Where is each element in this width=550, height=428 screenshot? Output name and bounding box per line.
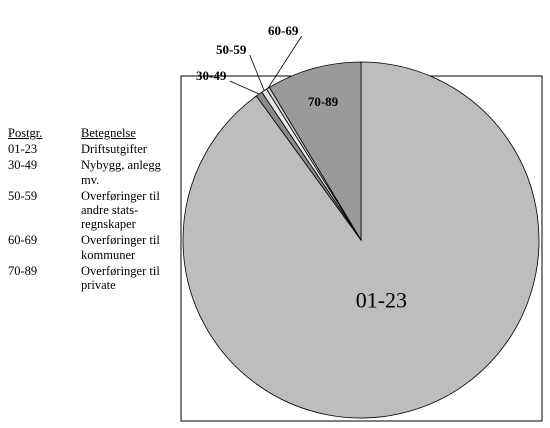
legend-code: 01-23	[8, 142, 38, 157]
slice-label-50-59: 50-59	[216, 42, 247, 57]
legend-desc: Overføringer til kommuner	[81, 233, 160, 262]
pie-slice-70-89	[268, 61, 362, 242]
legend-row: 50-59 Overføringer til andre stats-regns…	[8, 189, 178, 232]
legend-code: 60-69	[8, 233, 38, 248]
legend-desc: Driftsutgifter	[81, 142, 147, 157]
legend-header: Postgr. Betegnelse	[8, 126, 178, 140]
leader-line-60-69	[267, 35, 303, 89]
legend: Postgr. Betegnelse 01-23 Driftsutgifter …	[8, 126, 178, 294]
legend-header-desc: Betegnelse	[81, 126, 136, 140]
legend-row: 70-89 Overføringer til private	[8, 264, 178, 292]
slice-label-30-49: 30-49	[196, 68, 227, 83]
slice-label-70-89: 70-89	[308, 94, 339, 109]
slice-label-01-23: 01-23	[356, 288, 407, 313]
legend-row: 60-69 Overføringer til kommuner	[8, 233, 178, 261]
pie-slice-01-23	[182, 61, 540, 419]
legend-code: 70-89	[8, 263, 38, 278]
slice-label-60-69: 60-69	[268, 23, 299, 38]
legend-desc: Overføringer til private	[81, 263, 160, 293]
legend-row: 30-49 Nybygg, anlegg mv.	[8, 158, 178, 186]
legend-row: 01-23 Driftsutgifter	[8, 142, 178, 156]
legend-code: 30-49	[8, 158, 38, 173]
legend-desc: Nybygg, anlegg mv.	[81, 158, 161, 187]
leader-line-30-49	[229, 80, 260, 95]
legend-code: 50-59	[8, 188, 38, 203]
legend-desc: Overføringer til andre stats-regnskaper	[81, 188, 160, 232]
legend-header-code: Postgr.	[8, 126, 43, 140]
leader-line-50-59	[249, 54, 265, 91]
